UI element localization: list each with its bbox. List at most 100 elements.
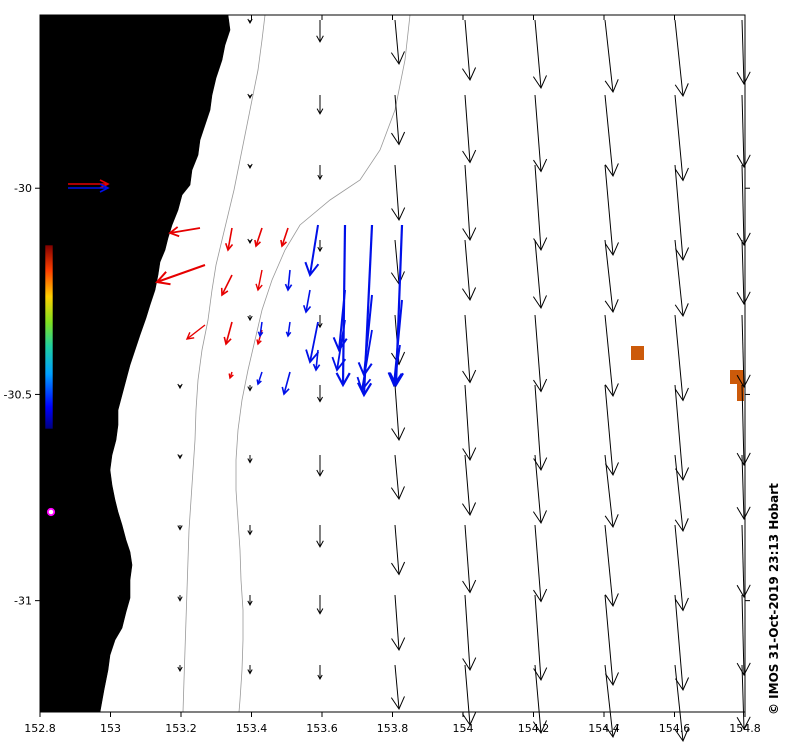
model-current-arrow bbox=[736, 314, 751, 389]
colorbar-tick-label: 18 bbox=[60, 384, 73, 395]
x-tick-label: 152.8 bbox=[24, 722, 56, 735]
y-tick-label: -30.5 bbox=[4, 388, 32, 401]
legend-model-date: 26-Oct 00:00Z bbox=[58, 94, 131, 105]
model-current-arrow bbox=[247, 385, 253, 392]
model-current-arrow bbox=[532, 19, 547, 90]
model-current-arrow bbox=[462, 19, 477, 82]
model-current-arrow bbox=[533, 164, 548, 252]
model-current-arrow bbox=[604, 524, 619, 608]
y-tick-label: -31 bbox=[14, 595, 32, 608]
model-current-arrow bbox=[533, 314, 548, 393]
model-current-arrow bbox=[533, 524, 548, 603]
model-current-arrow bbox=[604, 454, 619, 529]
colorbar-tick-label: 20 bbox=[60, 335, 73, 346]
x-tick-label: 154 bbox=[453, 722, 474, 735]
hf-radar-arrow bbox=[304, 224, 320, 278]
map-title: 30-Oct-2019 02Z bbox=[60, 37, 182, 52]
model-current-arrow bbox=[390, 664, 405, 711]
model-current-arrow bbox=[736, 94, 751, 169]
model-current-arrow bbox=[736, 239, 751, 306]
x-tick-label: 153 bbox=[100, 722, 121, 735]
hf-radar-arrow bbox=[228, 371, 234, 380]
hf-radar-arrow bbox=[155, 264, 206, 286]
colorbar-label: 4h comp, p50, All Sats bbox=[82, 281, 93, 394]
isobath-label-1000m: 1000m bbox=[43, 685, 78, 696]
model-current-arrow bbox=[317, 665, 323, 681]
model-current-arrow bbox=[533, 94, 548, 173]
model-current-arrow bbox=[674, 164, 690, 262]
model-current-arrow bbox=[604, 19, 619, 94]
model-current-arrow bbox=[247, 315, 253, 322]
x-tick-label: 153.2 bbox=[165, 722, 197, 735]
hf-radar-arrow bbox=[284, 269, 293, 292]
colorbar-tick-label: 17 bbox=[60, 408, 73, 419]
hf-radar-arrow bbox=[223, 321, 233, 346]
model-current-arrow bbox=[247, 238, 253, 245]
model-current-arrow bbox=[674, 594, 690, 692]
hf-radar-arrow bbox=[305, 321, 320, 364]
model-current-arrow bbox=[604, 164, 619, 257]
model-current-arrow bbox=[317, 165, 323, 181]
colorbar-tick-label: 19 bbox=[60, 359, 73, 370]
model-current-arrow bbox=[604, 94, 619, 178]
model-current-arrow bbox=[317, 240, 323, 253]
model-current-arrow bbox=[247, 93, 253, 100]
hf-radar-arrow bbox=[168, 226, 201, 238]
colorbar-tick-label: 21 bbox=[60, 310, 73, 321]
sst-patch bbox=[737, 383, 744, 401]
model-current-arrow bbox=[674, 384, 690, 482]
model-current-arrow bbox=[247, 455, 253, 464]
model-current-arrow bbox=[177, 525, 183, 531]
hf-radar-arrow bbox=[285, 321, 292, 338]
sst-colorbar bbox=[44, 244, 54, 430]
colorbar-tick-label: 22 bbox=[60, 286, 73, 297]
model-current-arrow bbox=[462, 594, 477, 672]
colorbar-ticks: 23 22 21 20 19 18 17 bbox=[53, 261, 73, 419]
model-current-arrow bbox=[604, 239, 619, 314]
model-current-arrow bbox=[317, 315, 323, 329]
model-current-arrow bbox=[247, 163, 253, 170]
model-current-arrow bbox=[462, 454, 477, 517]
model-current-arrow bbox=[316, 455, 324, 477]
model-current-arrow bbox=[177, 665, 183, 672]
model-current-arrow bbox=[391, 384, 406, 442]
model-current-arrow bbox=[604, 314, 619, 398]
model-current-arrow bbox=[462, 524, 477, 594]
isobath-1000m bbox=[235, 15, 411, 712]
hf-radar-arrow bbox=[280, 227, 289, 248]
argo-float-marker bbox=[46, 507, 56, 517]
model-current-arrow bbox=[316, 20, 324, 43]
x-tick-label: 154.8 bbox=[729, 722, 761, 735]
land-mass bbox=[40, 15, 231, 712]
x-tick-label: 154.2 bbox=[518, 722, 550, 735]
model-current-arrow bbox=[462, 94, 477, 164]
model-current-arrow bbox=[317, 385, 323, 403]
model-current-arrow bbox=[736, 664, 751, 731]
model-current-arrow bbox=[391, 94, 406, 146]
legend-radar-arrow bbox=[68, 179, 110, 193]
model-current-arrow bbox=[247, 595, 253, 606]
x-tick-label: 154.6 bbox=[659, 722, 691, 735]
model-current-vectors bbox=[177, 18, 751, 743]
model-current-arrow bbox=[391, 164, 406, 222]
model-current-arrow bbox=[247, 18, 253, 25]
x-tick-label: 154.4 bbox=[588, 722, 620, 735]
model-current-arrow bbox=[247, 525, 253, 536]
model-current-arrow bbox=[316, 595, 324, 615]
model-current-arrow bbox=[177, 383, 183, 390]
model-current-arrow bbox=[736, 384, 751, 467]
model-current-arrow bbox=[391, 594, 406, 652]
hf-radar-arrow bbox=[332, 289, 348, 353]
legend-radar-scale: 0.5m/s (1kt 6h) bbox=[58, 169, 135, 180]
model-current-arrow bbox=[247, 665, 253, 675]
hf-radar-vectors bbox=[155, 224, 404, 398]
isobath-label-200m: 200m bbox=[43, 669, 72, 680]
model-current-arrow bbox=[177, 454, 183, 460]
model-current-arrow bbox=[462, 664, 477, 727]
model-current-arrow bbox=[736, 594, 751, 677]
model-current-arrow bbox=[604, 384, 619, 477]
y-tick-label: -30 bbox=[14, 182, 32, 195]
model-current-arrow bbox=[177, 595, 183, 602]
legend-radar-line1: HF radar velocity bbox=[58, 141, 144, 152]
model-current-arrow bbox=[674, 664, 689, 743]
